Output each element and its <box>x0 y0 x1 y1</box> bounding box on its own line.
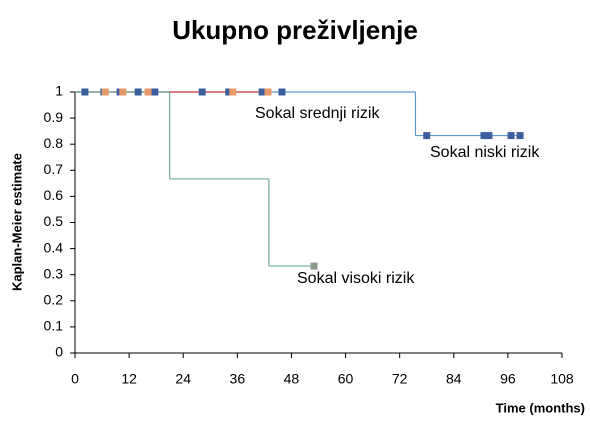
censor-mark <box>144 88 152 96</box>
y-tick-label: 0.5 <box>44 213 64 229</box>
x-tick-label: 84 <box>446 371 462 387</box>
censor-mark <box>310 262 318 270</box>
censor-mark <box>119 88 127 96</box>
y-tick-label: 0 <box>55 344 63 360</box>
x-axis-label: Time (months) <box>496 400 585 415</box>
chart-title: Ukupno preživljenje <box>172 15 418 45</box>
y-tick-label: 0.7 <box>44 161 64 177</box>
x-tick-label: 60 <box>338 371 354 387</box>
censor-mark <box>101 88 109 96</box>
censor-mark <box>480 132 488 140</box>
censor-mark <box>258 88 266 96</box>
censor-mark <box>507 132 515 140</box>
y-tick-label: 0.9 <box>44 109 64 125</box>
censor-mark <box>485 132 493 140</box>
x-tick-label: 96 <box>500 371 516 387</box>
series-label: Sokal niski rizik <box>430 144 540 161</box>
censor-mark <box>151 88 159 96</box>
y-tick-label: 0.6 <box>44 187 64 203</box>
y-tick-label: 0.3 <box>44 265 64 281</box>
y-tick-label: 0.8 <box>44 135 64 151</box>
series-label: Sokal srednji rizik <box>255 105 380 122</box>
y-tick-label: 0.2 <box>44 292 64 308</box>
censor-mark <box>278 88 286 96</box>
censor-mark <box>134 88 142 96</box>
censor-mark <box>229 88 237 96</box>
x-tick-label: 72 <box>392 371 408 387</box>
y-axis-label: Kaplan-Meier estimate <box>9 153 24 291</box>
y-tick-label: 0.4 <box>44 239 64 255</box>
x-tick-label: 12 <box>121 371 137 387</box>
censor-mark <box>225 88 233 96</box>
x-tick-label: 48 <box>284 371 300 387</box>
x-tick-label: 36 <box>230 371 246 387</box>
x-tick-label: 108 <box>550 371 574 387</box>
y-tick-label: 1 <box>55 83 63 99</box>
x-tick-label: 24 <box>175 371 191 387</box>
censor-mark <box>516 132 524 140</box>
x-tick-label: 0 <box>71 371 79 387</box>
y-tick-label: 0.1 <box>44 318 64 334</box>
series-label: Sokal visoki rizik <box>297 270 415 287</box>
censor-mark <box>423 132 431 140</box>
censor-mark <box>264 88 272 96</box>
censor-mark <box>198 88 206 96</box>
censor-mark <box>81 88 89 96</box>
